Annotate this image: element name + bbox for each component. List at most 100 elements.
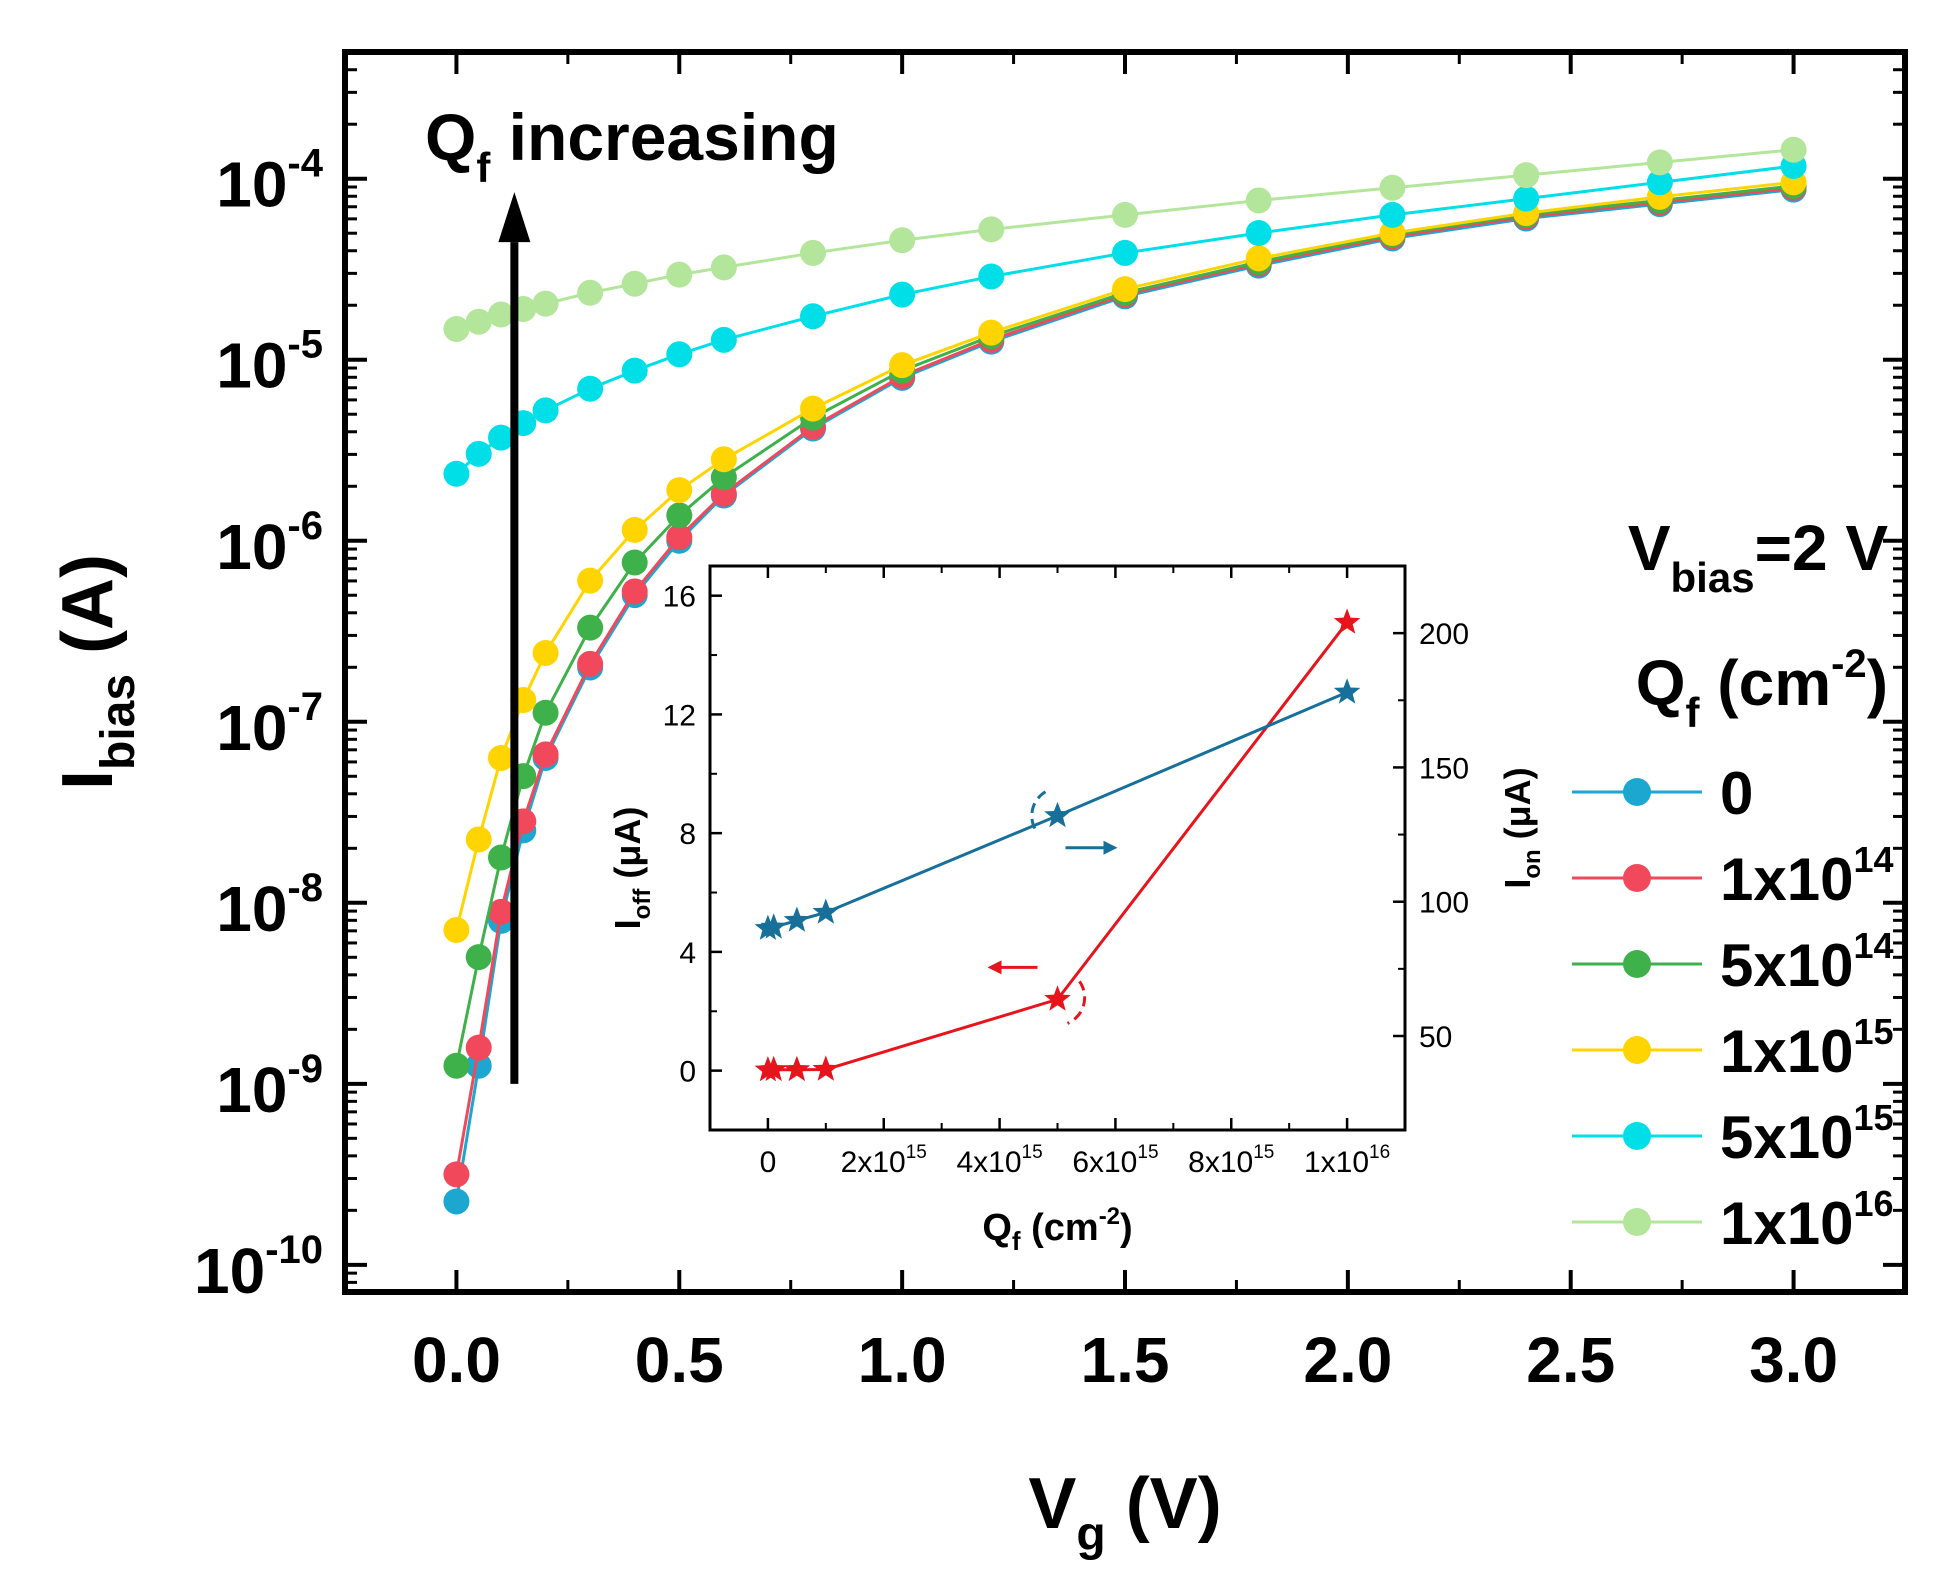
data-point bbox=[889, 227, 915, 253]
x-tick-label: 0.5 bbox=[635, 1324, 724, 1396]
legend-entry-1: 1x1014 bbox=[1572, 839, 1894, 913]
data-point bbox=[800, 240, 826, 266]
data-point bbox=[889, 352, 915, 378]
x-tick-label: 2.5 bbox=[1526, 1324, 1615, 1396]
legend-title: Qf (cm-2) bbox=[1636, 642, 1888, 736]
inset-plot: 0 2x1015 4x1015 6x1015 8x1015 1x1016 0 4 8 12 16 50… bbox=[607, 566, 1546, 1256]
data-point bbox=[978, 216, 1004, 242]
x-tick-label: 2.0 bbox=[1303, 1324, 1392, 1396]
inset-x-tick-label: 4x1015 bbox=[956, 1142, 1042, 1179]
data-point bbox=[978, 263, 1004, 289]
data-point bbox=[622, 358, 648, 384]
inset-y-tick-label-right: 100 bbox=[1419, 887, 1469, 920]
data-point bbox=[466, 1035, 492, 1061]
legend-entry-5: 1x1016 bbox=[1572, 1183, 1894, 1257]
data-point bbox=[1513, 186, 1539, 212]
inset-y-tick-label-right: 200 bbox=[1419, 618, 1469, 651]
data-point bbox=[1112, 202, 1138, 228]
inset-x-tick-label: 2x1015 bbox=[841, 1142, 927, 1179]
data-point bbox=[533, 291, 559, 317]
data-point bbox=[443, 316, 469, 342]
inset-x-tick-label: 0 bbox=[760, 1146, 777, 1179]
inset-x-tick-label: 8x1015 bbox=[1188, 1142, 1274, 1179]
inset-x-axis-label: Qf (cm-2) bbox=[982, 1203, 1132, 1256]
inset-y-tick-label-left: 8 bbox=[679, 818, 696, 851]
legend-marker bbox=[1623, 1208, 1651, 1236]
data-point bbox=[466, 826, 492, 852]
data-point bbox=[978, 320, 1004, 346]
data-point bbox=[577, 651, 603, 677]
data-point bbox=[1379, 175, 1405, 201]
legend: Vbias=2 V Qf (cm-2) 0 1x1014 5x1014 1x1015 5x1… bbox=[1572, 512, 1894, 1257]
inset-y-tick-label-right: 50 bbox=[1419, 1021, 1452, 1054]
data-point bbox=[443, 1053, 469, 1079]
data-point bbox=[666, 341, 692, 367]
y-tick-label: 10-6 bbox=[216, 504, 323, 583]
data-point bbox=[488, 845, 514, 871]
data-point bbox=[443, 1161, 469, 1187]
data-point bbox=[533, 640, 559, 666]
legend-entry-2: 5x1014 bbox=[1572, 925, 1894, 999]
inset-y-tick-label-left: 0 bbox=[679, 1056, 696, 1089]
legend-marker bbox=[1623, 1036, 1651, 1064]
data-point bbox=[622, 517, 648, 543]
data-point bbox=[533, 397, 559, 423]
y-tick-label: 10-5 bbox=[216, 323, 323, 402]
inset-x-tick-label: 6x1015 bbox=[1072, 1142, 1158, 1179]
legend-label: 5x1014 bbox=[1720, 925, 1894, 999]
legend-marker bbox=[1623, 1122, 1651, 1150]
y-axis-label: Ibias (A) bbox=[48, 554, 145, 790]
data-point bbox=[1246, 245, 1272, 271]
inset-y-tick-label-left: 16 bbox=[663, 581, 696, 614]
data-point bbox=[1781, 137, 1807, 163]
data-point bbox=[577, 280, 603, 306]
data-point bbox=[711, 327, 737, 353]
data-point bbox=[711, 254, 737, 280]
data-point bbox=[466, 309, 492, 335]
vbias-label: Vbias=2 V bbox=[1628, 512, 1888, 601]
data-point bbox=[1647, 149, 1673, 175]
y-tick-label: 10-9 bbox=[216, 1047, 323, 1126]
data-point bbox=[443, 461, 469, 487]
legend-entry-4: 5x1015 bbox=[1572, 1097, 1894, 1171]
data-point bbox=[622, 271, 648, 297]
data-point bbox=[533, 700, 559, 726]
data-point bbox=[666, 262, 692, 288]
data-point bbox=[1246, 187, 1272, 213]
data-point bbox=[1379, 202, 1405, 228]
data-point bbox=[1246, 220, 1272, 246]
q-increasing-label: Qf increasing bbox=[425, 100, 839, 191]
increase-arrow-head bbox=[498, 192, 530, 242]
legend-entry-3: 1x1015 bbox=[1572, 1011, 1894, 1085]
legend-label: 5x1015 bbox=[1720, 1097, 1894, 1171]
y-tick-label: 10-8 bbox=[216, 866, 323, 945]
legend-entry-0: 0 bbox=[1572, 760, 1753, 827]
x-tick-label: 1.0 bbox=[858, 1324, 947, 1396]
legend-label: 1x1016 bbox=[1720, 1183, 1894, 1257]
x-axis-label: Vg (V) bbox=[1028, 1464, 1221, 1561]
inset-y-tick-label-right: 150 bbox=[1419, 752, 1469, 785]
data-point bbox=[711, 446, 737, 472]
data-point bbox=[443, 917, 469, 943]
legend-marker bbox=[1623, 950, 1651, 978]
data-point bbox=[666, 502, 692, 528]
y-tick-label: 10-7 bbox=[216, 685, 323, 764]
data-point bbox=[488, 425, 514, 451]
y-tick-label: 10-4 bbox=[216, 142, 324, 221]
x-tick-label: 0.0 bbox=[412, 1324, 501, 1396]
data-point bbox=[466, 441, 492, 467]
inset-y-axis-label-left: Ioff (μA) bbox=[607, 807, 656, 930]
data-point bbox=[488, 745, 514, 771]
data-point bbox=[443, 1188, 469, 1214]
legend-marker bbox=[1623, 864, 1651, 892]
legend-label: 1x1015 bbox=[1720, 1011, 1894, 1085]
data-point bbox=[622, 578, 648, 604]
data-point bbox=[800, 396, 826, 422]
inset-frame bbox=[710, 566, 1405, 1130]
data-point bbox=[1513, 162, 1539, 188]
legend-label: 0 bbox=[1720, 760, 1753, 827]
data-point bbox=[466, 944, 492, 970]
chart: 0.0 0.5 1.0 1.5 2.0 2.5 3.010-1010-910-810-710… bbox=[0, 0, 1935, 1574]
data-point bbox=[800, 303, 826, 329]
data-point bbox=[577, 376, 603, 402]
